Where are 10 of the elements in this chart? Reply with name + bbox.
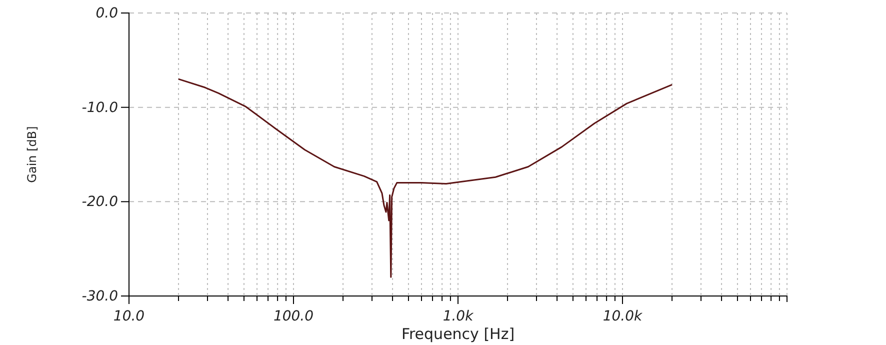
x-tick-label: 1.0k [442,308,474,324]
x-tick-label: 100.0 [273,308,314,324]
y-tick-label: 0.0 [96,5,118,22]
y-axis-title: Gain [dB] [25,126,39,183]
y-tick-label: -30.0 [82,288,118,304]
y-tick-label: -10.0 [82,100,118,116]
x-tick-label: 10.0k [602,308,644,324]
x-tick-label: 10.0 [113,308,145,324]
x-axis-title: Frequency [Hz] [401,325,515,343]
y-tick-label: -20.0 [82,194,118,210]
